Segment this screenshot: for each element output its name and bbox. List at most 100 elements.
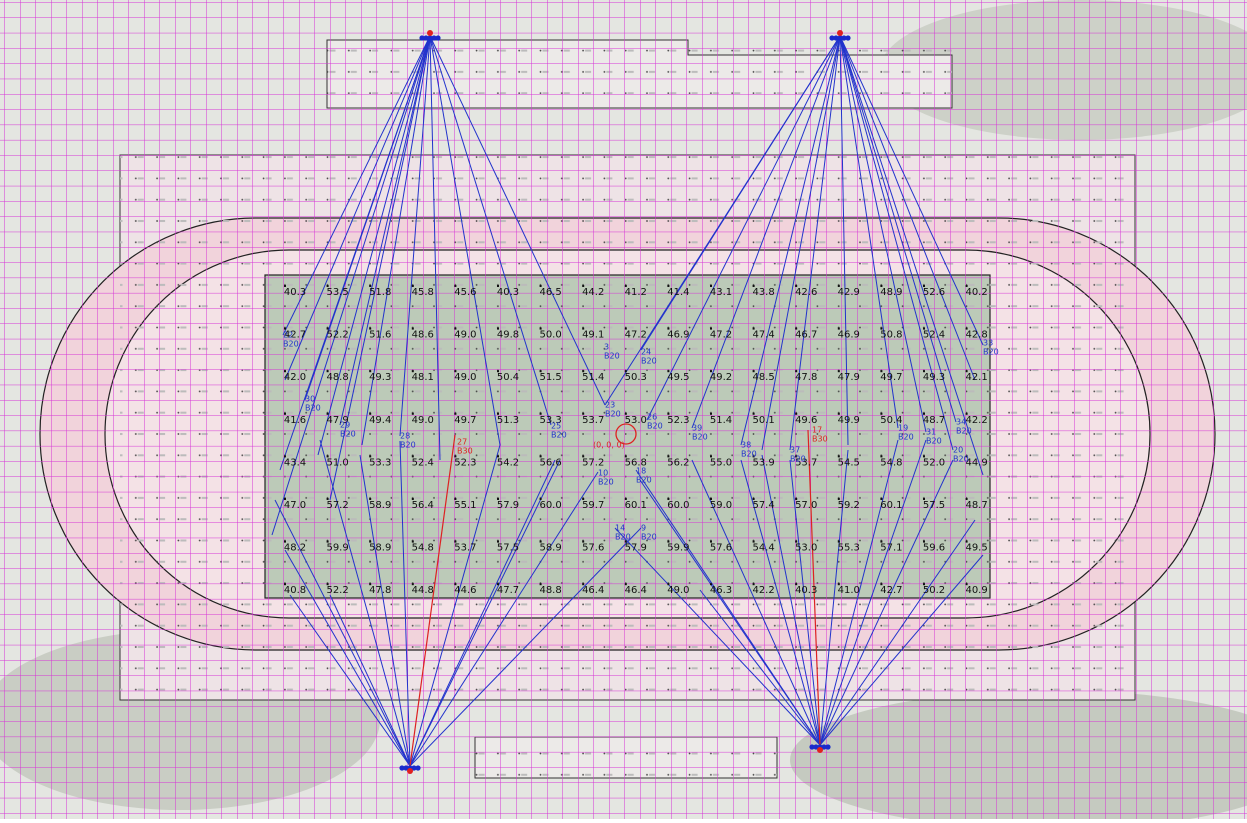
aim-line — [329, 594, 411, 767]
calc-point — [369, 370, 372, 373]
field-value: 41.2 — [625, 287, 647, 298]
aim-line — [839, 35, 957, 423]
field-value: 60.0 — [539, 500, 561, 511]
calc-point — [624, 540, 627, 543]
field-value: 49.0 — [412, 415, 434, 426]
aim-line-red — [807, 429, 821, 746]
aim-type: B20 — [604, 352, 620, 361]
calc-point — [284, 370, 286, 373]
calc-point — [582, 583, 585, 586]
aim-line — [399, 35, 431, 437]
luminaire — [399, 765, 405, 771]
field-value: 58.9 — [539, 543, 561, 554]
aim-line — [819, 449, 849, 746]
calc-point — [497, 583, 499, 586]
field-value: 48.8 — [326, 372, 348, 383]
aim-line — [361, 35, 431, 446]
aim-type: B20 — [983, 348, 999, 357]
calc-point — [667, 540, 670, 543]
field-value: 51.8 — [369, 287, 391, 298]
calc-point — [326, 327, 329, 330]
field-value: 52.4 — [923, 330, 945, 341]
calc-point — [965, 583, 968, 586]
calc-point — [369, 412, 372, 415]
calc-point — [710, 540, 712, 543]
field-value: 59.2 — [838, 500, 860, 511]
calc-point — [284, 583, 286, 586]
field-value: 49.6 — [795, 415, 817, 426]
calc-point — [923, 498, 925, 500]
calc-point — [795, 455, 798, 458]
aim-line — [339, 35, 431, 426]
calc-point — [454, 412, 457, 415]
aim-id: 10 — [598, 469, 608, 478]
aim-line — [789, 35, 841, 451]
calc-point — [880, 498, 883, 500]
field-value: 48.1 — [412, 372, 434, 383]
calc-point — [454, 455, 457, 458]
field-value: 49.1 — [582, 330, 604, 341]
aim-line — [279, 35, 431, 471]
calc-point — [411, 498, 414, 500]
field-value: 57.5 — [923, 500, 945, 511]
field-value: 40.2 — [965, 287, 987, 298]
field-value: 49.2 — [710, 372, 732, 383]
field-value: 47.2 — [710, 330, 732, 341]
aim-line — [319, 439, 411, 767]
field-value: 56.8 — [625, 457, 647, 468]
calc-point — [624, 370, 627, 373]
field-value: 47.7 — [497, 585, 519, 596]
field-value: 57.4 — [752, 500, 774, 511]
aim-type: B20 — [692, 433, 708, 442]
field-value: 49.0 — [454, 372, 476, 383]
aim-line — [409, 459, 556, 767]
aim-id: 29 — [340, 421, 350, 430]
calc-point — [795, 285, 798, 287]
aim-line — [761, 454, 821, 746]
field-value: 49.8 — [497, 330, 519, 341]
calc-point — [369, 455, 372, 458]
field-value: 55.3 — [838, 543, 860, 554]
aim-line — [839, 35, 927, 433]
aim-id: 22 — [283, 331, 293, 340]
calc-point — [539, 455, 542, 458]
field-value: 42.2 — [965, 415, 987, 426]
calc-point — [965, 370, 968, 373]
field-value: 57.9 — [625, 543, 647, 554]
aim-type: B20 — [400, 441, 416, 450]
aim-line — [284, 35, 431, 381]
luminaire — [829, 35, 835, 41]
field-value: 53.0 — [795, 543, 817, 554]
calc-point — [369, 498, 372, 500]
field-value: 47.8 — [369, 585, 391, 596]
calc-point — [454, 498, 457, 500]
calc-point — [497, 327, 499, 330]
aim-type: B20 — [305, 404, 321, 413]
aim-line — [740, 35, 841, 446]
luminaire — [833, 35, 839, 41]
calc-point — [795, 327, 798, 330]
calc-point — [710, 498, 712, 500]
calc-point — [837, 455, 840, 458]
aim-line — [691, 35, 841, 429]
field-value: 40.9 — [965, 585, 987, 596]
field-value: 53.7 — [454, 543, 476, 554]
aim-type: B20 — [641, 357, 657, 366]
field-value: 52.2 — [326, 330, 348, 341]
calc-point — [880, 412, 883, 415]
aim-line — [839, 35, 954, 451]
aim-id: 18 — [636, 467, 646, 476]
aim-line — [839, 35, 984, 476]
aim-line — [604, 35, 841, 406]
field-value: 44.8 — [412, 585, 434, 596]
origin-label: (0, 0, 0) — [593, 441, 625, 450]
aim-line — [614, 527, 821, 746]
field-value: 41.6 — [284, 415, 306, 426]
aim-line — [282, 35, 431, 336]
aim-id: 3 — [604, 343, 609, 352]
aim-id: 33 — [983, 339, 993, 348]
calc-point — [837, 412, 840, 415]
aim-line — [284, 549, 411, 767]
luminaire — [435, 35, 441, 41]
calc-point — [411, 583, 414, 586]
